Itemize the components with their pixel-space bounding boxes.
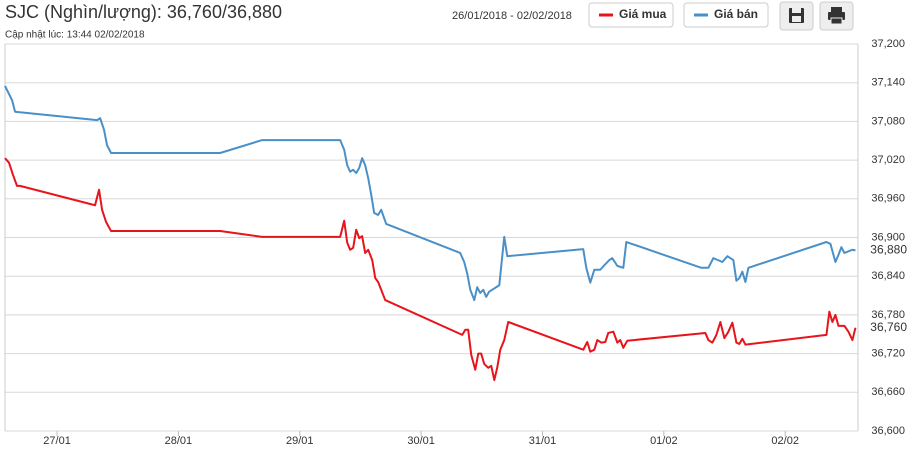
last-value-label: 36,880: [870, 243, 907, 257]
y-tick-label: 36,840: [871, 270, 905, 282]
last-value-label: 36,760: [870, 320, 907, 334]
y-tick-label: 37,200: [871, 38, 905, 50]
y-tick-label: 36,780: [871, 309, 905, 321]
series-line: [4, 85, 856, 302]
legend-button[interactable]: [683, 2, 769, 28]
date-range: 26/01/2018 - 02/02/2018: [452, 10, 572, 22]
legend-button[interactable]: [588, 2, 674, 28]
x-tick-label: 30/01: [407, 435, 435, 447]
last-value-box: [862, 242, 908, 259]
x-tick-label: 28/01: [165, 435, 193, 447]
chart-title: SJC (Nghìn/lượng): 36,760/36,880: [5, 2, 282, 22]
y-tick-label: 36,900: [871, 231, 905, 243]
y-tick-label: 36,960: [871, 193, 905, 205]
last-value-box: [862, 319, 908, 336]
x-tick-label: 02/02: [771, 435, 799, 447]
legend-label: Giá bán: [714, 7, 758, 21]
x-tick-label: 01/02: [650, 435, 678, 447]
legend-label: Giá mua: [619, 7, 667, 21]
y-tick-label: 37,140: [871, 77, 905, 89]
print-button[interactable]: [819, 1, 854, 31]
y-tick-label: 37,020: [871, 154, 905, 166]
y-tick-label: 36,720: [871, 348, 905, 360]
save-button[interactable]: [779, 1, 814, 31]
x-tick-label: 29/01: [286, 435, 314, 447]
y-tick-label: 37,080: [871, 115, 905, 127]
subtitle: Cập nhật lúc: 13:44 02/02/2018: [5, 30, 145, 41]
x-tick-label: 31/01: [529, 435, 557, 447]
x-tick-label: 27/01: [43, 435, 71, 447]
y-tick-label: 36,660: [871, 386, 905, 398]
y-tick-label: 36,600: [871, 425, 905, 437]
series-line: [4, 157, 857, 382]
